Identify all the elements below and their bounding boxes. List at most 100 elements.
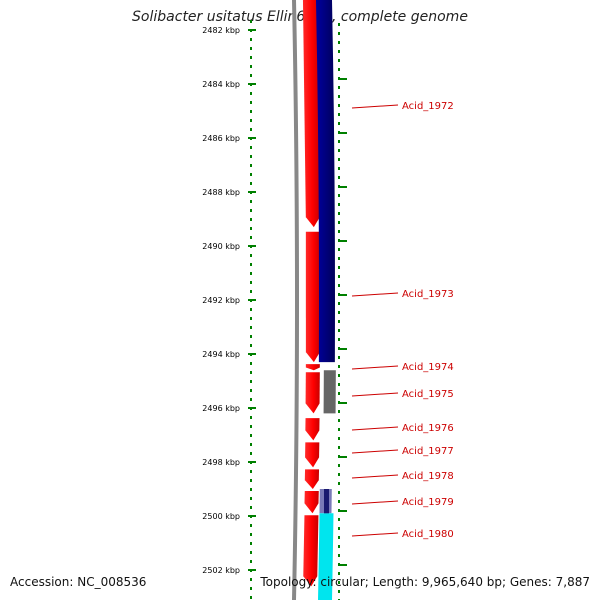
gc-dot [250,497,252,500]
gc-dot [338,221,340,224]
gc-tick [339,240,347,242]
axis-tick-mark [248,353,256,355]
cds-reverse-block [323,370,336,414]
gc-dot [338,464,340,467]
gc-dot [250,254,252,257]
label-leader-line [351,104,399,109]
label-leader-line [351,500,399,505]
gc-dot [338,284,340,287]
gc-dot [338,194,340,197]
gc-dot [250,92,252,95]
gc-dot [250,335,252,338]
gc-dot [338,374,340,377]
gc-dot [338,473,340,476]
gc-dot [338,518,340,521]
gc-dot [338,446,340,449]
gc-dot [338,212,340,215]
cds-forward-arrow [305,418,320,441]
gc-dot [250,74,252,77]
gc-dot [250,389,252,392]
label-leader-line [351,449,399,454]
gc-dot [338,410,340,413]
gc-dot [250,371,252,374]
gc-dot [250,434,252,437]
gc-dot [338,338,340,341]
gc-dot [338,329,340,332]
gc-dot [250,272,252,275]
gc-dot [250,101,252,104]
cds-reverse-block [324,489,329,514]
gc-dot [338,419,340,422]
gc-dot [250,326,252,329]
gc-dot [250,263,252,266]
gc-dot [338,437,340,440]
gc-dot [250,236,252,239]
gc-tick [339,132,347,134]
gc-dot [338,365,340,368]
gc-dot [250,182,252,185]
gc-dot [250,488,252,491]
label-leader-line [351,474,399,479]
gc-dot [338,257,340,260]
gc-dot [338,500,340,503]
gc-dot [250,308,252,311]
axis-tick-mark [248,29,256,31]
gc-dot [338,167,340,170]
label-leader-line [351,392,399,397]
gc-dot [250,524,252,527]
gc-dot [338,491,340,494]
axis-tick-mark [248,515,256,517]
cds-forward-arrow [304,469,320,489]
gc-dot [338,113,340,116]
cds-forward-arrow [303,515,319,587]
gc-dot [250,164,252,167]
kbp-axis: 2482 kbp 2484 kbp 2486 kbp 2488 kbp 2490 kbp… [202,26,256,575]
gc-dot [250,551,252,554]
gc-dot [250,470,252,473]
gc-dot [338,203,340,206]
gc-dot [338,356,340,359]
gc-dot [250,344,252,347]
gc-dot [250,479,252,482]
gc-dot [250,560,252,563]
gc-skew-dots [250,20,347,600]
label-leader-line [351,365,399,370]
genome-backbone [292,0,300,600]
gene-labels: Acid_1972 Acid_1973 Acid_1974 Acid_1975 Acid… [351,101,454,540]
gc-dot [250,380,252,383]
label-leader-line [351,532,399,537]
gc-dot [338,320,340,323]
gc-dot [338,266,340,269]
gc-dot [250,200,252,203]
cds-forward-arrow [305,231,320,363]
gc-tick [339,456,347,458]
gc-tick [339,564,347,566]
gc-dot [250,146,252,149]
gc-dot [338,140,340,143]
backbone-arc [292,0,300,600]
axis-tick-mark [248,461,256,463]
gc-dot [338,392,340,395]
cds-reverse-block [318,513,334,600]
gc-dot [338,248,340,251]
axis-tick-label: 2486 kbp [202,134,240,143]
gc-dot [338,68,340,71]
gc-dot [250,281,252,284]
cds-forward-arrow [305,364,320,371]
gc-dot [338,176,340,179]
gene-label: Acid_1979 [402,497,454,508]
gc-dot [338,545,340,548]
axis-tick-label: 2500 kbp [202,512,240,521]
gene-label: Acid_1978 [402,471,454,482]
gc-dot [250,317,252,320]
gc-dot [250,155,252,158]
cds-forward-arrow [302,0,320,228]
gc-dot [338,302,340,305]
gc-dot [250,119,252,122]
gc-dot [250,452,252,455]
gc-dot [338,554,340,557]
gc-dot [338,581,340,584]
cds-forward-arrow [305,442,320,468]
gene-label: Acid_1977 [402,446,454,457]
gene-label: Acid_1976 [402,423,454,434]
